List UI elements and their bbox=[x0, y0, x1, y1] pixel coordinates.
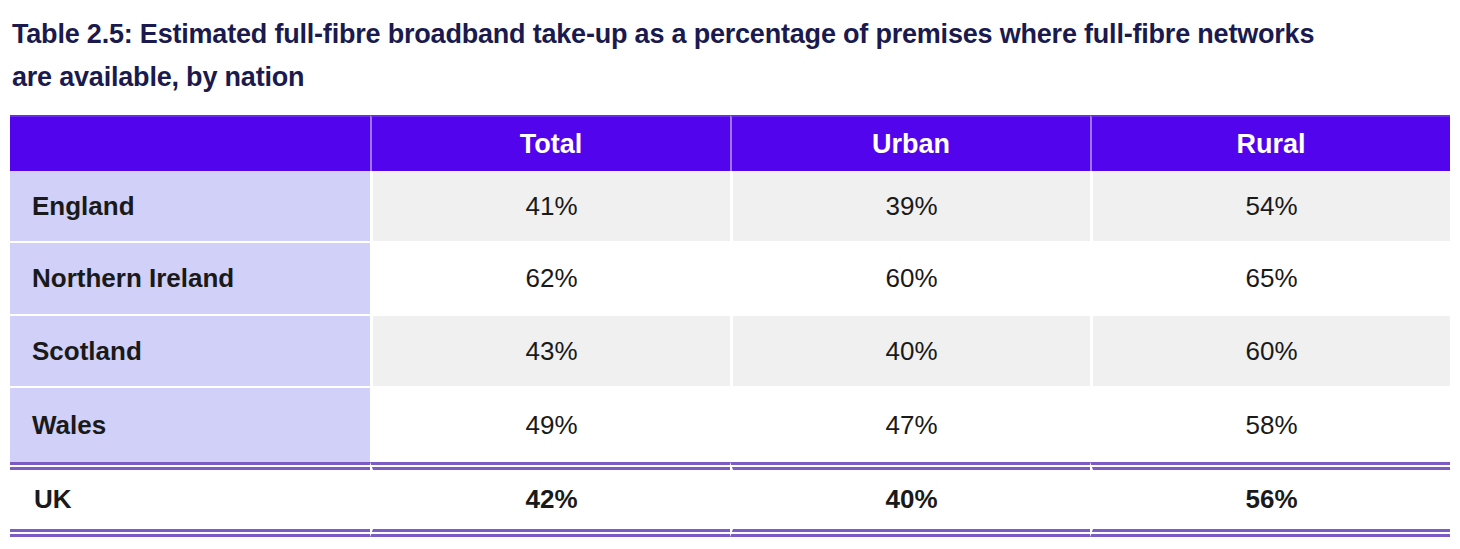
table-caption: Table 2.5: Estimated full-fibre broadban… bbox=[0, 0, 1342, 99]
table-body: England 41% 39% 54% Northern Ireland 62%… bbox=[10, 171, 1450, 537]
header-cell-nation bbox=[10, 115, 370, 171]
value-urban: 40% bbox=[730, 314, 1090, 386]
value-rural: 60% bbox=[1090, 314, 1450, 386]
value-total: 42% bbox=[370, 462, 730, 537]
table-header: Total Urban Rural bbox=[10, 115, 1450, 171]
table-row-wales: Wales 49% 47% 58% bbox=[10, 386, 1450, 462]
header-cell-rural: Rural bbox=[1090, 115, 1450, 171]
value-urban: 40% bbox=[730, 462, 1090, 537]
nation-label: UK bbox=[10, 462, 370, 537]
value-total: 62% bbox=[370, 241, 730, 314]
value-total: 49% bbox=[370, 386, 730, 462]
nation-label: England bbox=[10, 171, 370, 241]
nation-label: Scotland bbox=[10, 314, 370, 386]
header-cell-total: Total bbox=[370, 115, 730, 171]
report-table-figure: Table 2.5: Estimated full-fibre broadban… bbox=[0, 0, 1460, 549]
value-rural: 54% bbox=[1090, 171, 1450, 241]
value-rural: 56% bbox=[1090, 462, 1450, 537]
value-urban: 39% bbox=[730, 171, 1090, 241]
value-rural: 65% bbox=[1090, 241, 1450, 314]
value-total: 41% bbox=[370, 171, 730, 241]
value-urban: 47% bbox=[730, 386, 1090, 462]
value-urban: 60% bbox=[730, 241, 1090, 314]
fibre-takeup-table: Total Urban Rural England 41% 39% 54% No… bbox=[10, 115, 1450, 537]
value-total: 43% bbox=[370, 314, 730, 386]
nation-label: Northern Ireland bbox=[10, 241, 370, 314]
header-row: Total Urban Rural bbox=[10, 115, 1450, 171]
table-row-scotland: Scotland 43% 40% 60% bbox=[10, 314, 1450, 386]
value-rural: 58% bbox=[1090, 386, 1450, 462]
table-row-england: England 41% 39% 54% bbox=[10, 171, 1450, 241]
table-row-uk-summary: UK 42% 40% 56% bbox=[10, 462, 1450, 537]
table-row-northern-ireland: Northern Ireland 62% 60% 65% bbox=[10, 241, 1450, 314]
nation-label: Wales bbox=[10, 386, 370, 462]
header-cell-urban: Urban bbox=[730, 115, 1090, 171]
